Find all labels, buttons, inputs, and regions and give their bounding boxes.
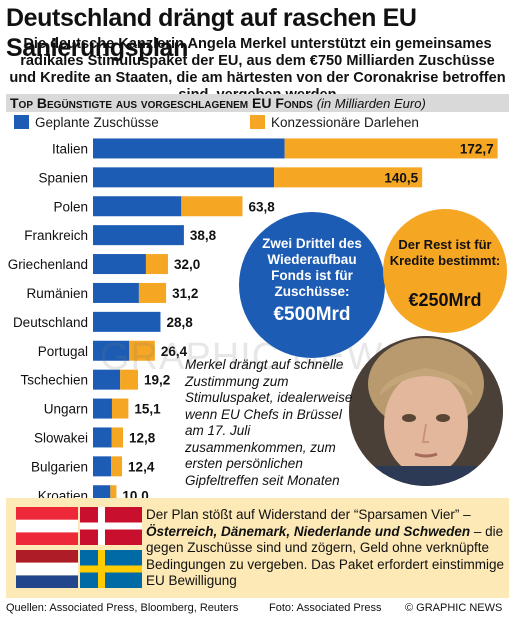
footer-photo-credit: Foto: Associated Press [269, 602, 382, 614]
bar-grants-8 [93, 369, 121, 390]
watermark: GRAPHIC NEWS [100, 336, 410, 378]
bar-grants-0 [93, 138, 285, 159]
category-label-8: Tschechien [20, 373, 88, 388]
bar-loans-5 [138, 282, 167, 303]
bar-loans-4 [145, 254, 168, 275]
sweden-flag [80, 550, 142, 588]
total-label-6: 28,8 [166, 315, 193, 330]
legend-item-grants: Geplante Zuschüsse [14, 112, 159, 132]
page-title: Deutschland drängt auf raschen EU Sanier… [6, 4, 417, 62]
opposition-countries: Österreich, Dänemark, Niederlande und Sc… [146, 523, 471, 539]
loans-callout-text: Der Rest ist für Kredite bestimmt: [389, 237, 501, 268]
category-label-3: Frankreich [24, 228, 88, 243]
bar-loans-11 [111, 456, 123, 477]
merkel-caption: Merkel drängt auf schnelle Zustimmung zu… [185, 357, 353, 488]
total-label-10: 12,8 [129, 430, 156, 445]
legend-swatch-loans [250, 115, 265, 129]
total-label-11: 12,4 [128, 459, 155, 474]
bar-chart: Italien 172,7 Spanien 140,5 Polen 63,8 Frankre… [8, 138, 498, 500]
opposition-text: Der Plan stößt auf Widerstand der “Spars… [146, 507, 506, 590]
bar-grants-12 [93, 485, 111, 500]
denmark-flag [80, 507, 142, 545]
chart-header-bar: Top Begünstigte aus vorgeschlagenem EU F… [6, 94, 509, 112]
total-label-12: 10,0 [122, 488, 148, 500]
bar-grants-6 [93, 311, 161, 332]
category-label-10: Slowakei [34, 430, 88, 445]
grants-callout: Zwei Drittel des Wiederaufbau Fonds ist … [239, 212, 385, 358]
grants-callout-text: Zwei Drittel des Wiederaufbau Fonds ist … [262, 236, 362, 299]
bar-grants-5 [93, 282, 139, 303]
total-label-2: 63,8 [248, 199, 275, 214]
category-label-4: Griechenland [8, 257, 88, 272]
category-label-7: Portugal [38, 344, 88, 359]
merkel-portrait-illustration [349, 336, 503, 486]
category-label-2: Polen [53, 199, 88, 214]
bar-loans-0 [284, 138, 498, 159]
bar-loans-10 [111, 427, 123, 448]
loans-callout-amount: €250Mrd [408, 290, 482, 310]
category-label-5: Rumänien [26, 286, 88, 301]
total-label-7: 26,4 [161, 344, 188, 359]
bar-loans-8 [120, 369, 138, 390]
total-label-4: 32,0 [174, 257, 200, 272]
bar-loans-1 [274, 167, 423, 188]
bar-loans-9 [111, 398, 129, 419]
footer-copyright: © GRAPHIC NEWS [405, 602, 503, 614]
total-label-0: 172,7 [460, 141, 494, 156]
total-label-5: 31,2 [172, 286, 198, 301]
total-label-1: 140,5 [384, 170, 418, 185]
legend-swatch-grants [14, 115, 29, 129]
total-label-9: 15,1 [134, 402, 161, 417]
bar-grants-3 [93, 225, 184, 246]
bar-grants-4 [93, 254, 146, 275]
bar-loans-7 [129, 340, 155, 361]
loans-callout: Der Rest ist für Kredite bestimmt: €250M… [383, 209, 507, 333]
category-label-6: Deutschland [13, 315, 88, 330]
total-label-8: 19,2 [144, 373, 170, 388]
legend-label-loans: Konzessionäre Darlehen [271, 114, 419, 130]
category-label-0: Italien [52, 141, 88, 156]
austria-flag [16, 507, 78, 545]
legend-item-loans: Konzessionäre Darlehen [250, 112, 419, 132]
bar-grants-7 [93, 340, 130, 361]
category-label-1: Spanien [38, 170, 88, 185]
footer-sources: Quellen: Associated Press, Bloomberg, Re… [6, 602, 239, 614]
total-label-3: 38,8 [190, 228, 217, 243]
bar-grants-9 [93, 398, 112, 419]
bar-grants-1 [93, 167, 275, 188]
bar-grants-11 [93, 456, 112, 477]
legend-label-grants: Geplante Zuschüsse [35, 114, 159, 130]
category-label-11: Bulgarien [31, 459, 88, 474]
category-label-12: Kroatien [38, 488, 88, 500]
bar-grants-10 [93, 427, 112, 448]
opposition-text-after: – die gegen Zuschüsse sind und zögern, G… [146, 523, 504, 589]
chart-title-group: Top Begünstigte aus vorgeschlagenem EU F… [10, 95, 426, 111]
bar-loans-2 [181, 196, 243, 217]
opposition-text-before: Der Plan stößt auf Widerstand der “Spars… [146, 507, 471, 522]
category-label-9: Ungarn [44, 402, 88, 417]
bar-loans-12 [110, 485, 117, 500]
chart-title: Top Begünstigte aus vorgeschlagenem EU F… [10, 95, 313, 111]
grants-callout-amount: €500Mrd [273, 304, 351, 325]
merkel-photo [349, 336, 503, 486]
netherlands-flag [16, 550, 78, 588]
chart-unit-note: (in Milliarden Euro) [316, 96, 426, 111]
bar-grants-2 [93, 196, 182, 217]
